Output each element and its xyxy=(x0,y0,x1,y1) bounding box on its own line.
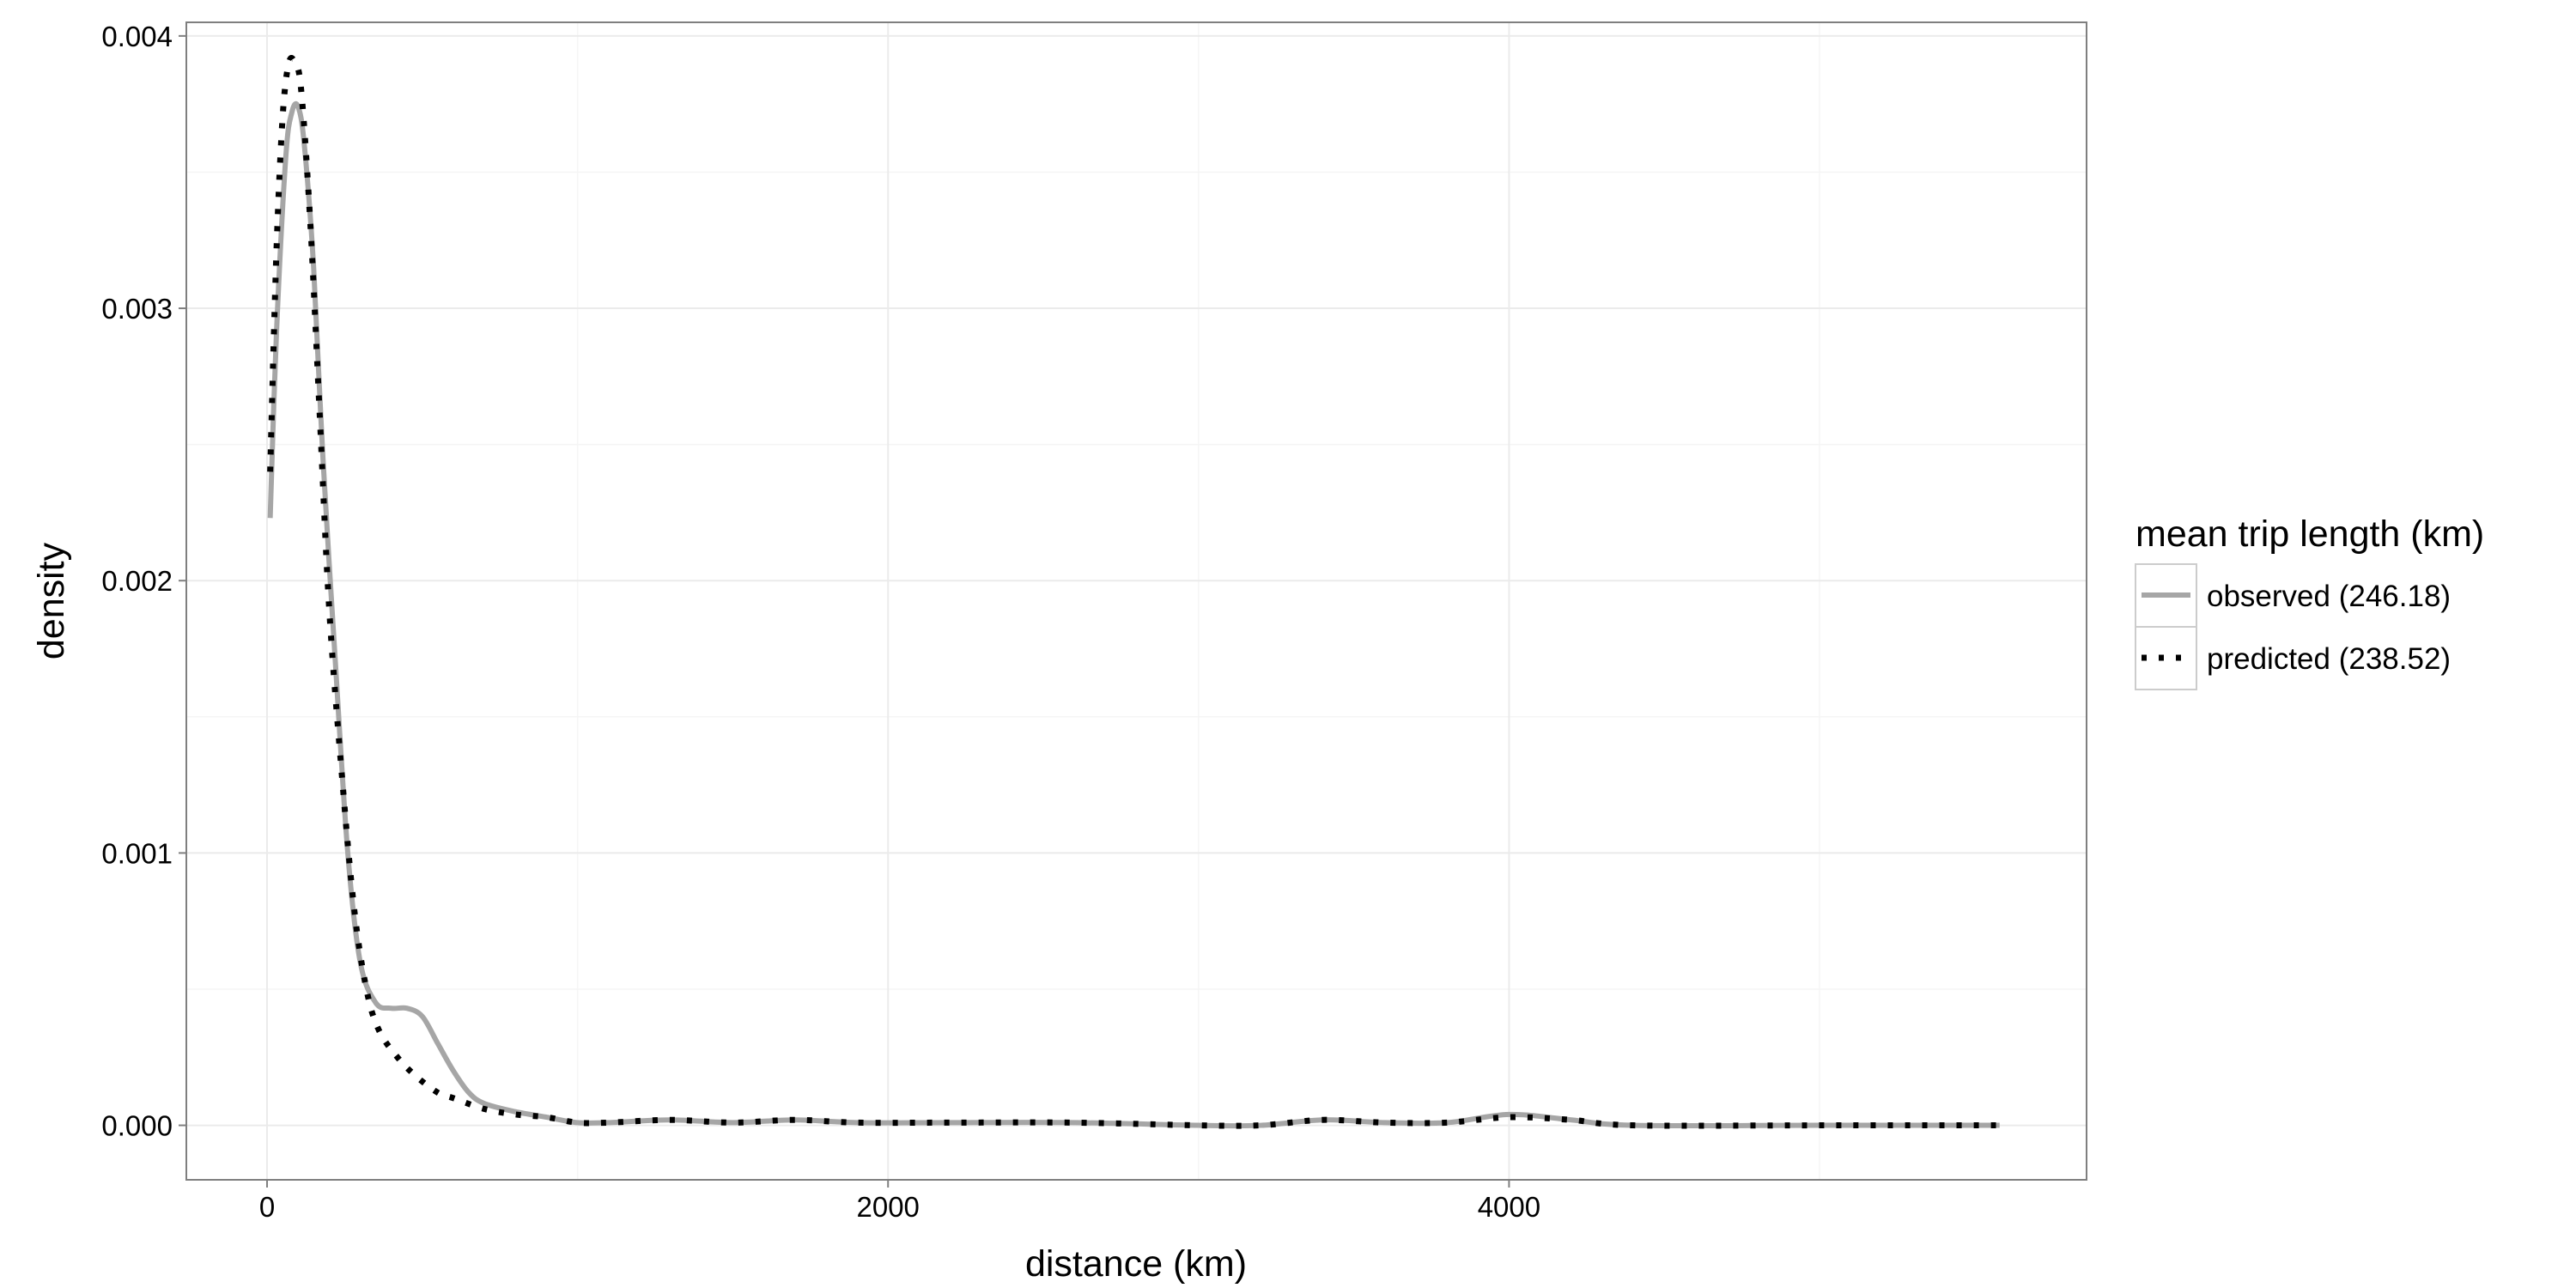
legend-label-observed: observed (246.18) xyxy=(2207,580,2451,613)
x-axis-title: distance (km) xyxy=(1025,1243,1247,1285)
y-tick-label: 0.004 xyxy=(101,21,173,52)
minor-gridlines xyxy=(186,22,2087,1180)
y-tick-label: 0.001 xyxy=(101,837,173,869)
series-layer xyxy=(267,55,2000,1129)
y-axis-title: density xyxy=(31,542,72,659)
x-tick-label: 2000 xyxy=(857,1191,920,1223)
legend: mean trip length (km) observed (246.18) … xyxy=(2135,513,2484,690)
series-line-observed xyxy=(267,100,2000,1129)
major-gridlines xyxy=(186,22,2087,1180)
plot-border xyxy=(185,21,2087,1181)
x-tick-label: 4000 xyxy=(1478,1191,1540,1223)
legend-title: mean trip length (km) xyxy=(2136,513,2484,555)
y-tick-label: 0.000 xyxy=(101,1110,173,1142)
series-line-predicted xyxy=(267,55,2000,1129)
y-tick-label: 0.003 xyxy=(101,293,173,325)
x-axis-ticks: 0 2000 4000 xyxy=(259,1180,1540,1223)
y-axis-ticks: 0.000 0.001 0.002 0.003 0.004 xyxy=(101,21,186,1142)
x-tick-label: 0 xyxy=(259,1191,275,1223)
plot-panel xyxy=(186,22,2087,1180)
y-tick-label: 0.002 xyxy=(101,565,173,597)
legend-label-predicted: predicted (238.52) xyxy=(2207,642,2451,676)
